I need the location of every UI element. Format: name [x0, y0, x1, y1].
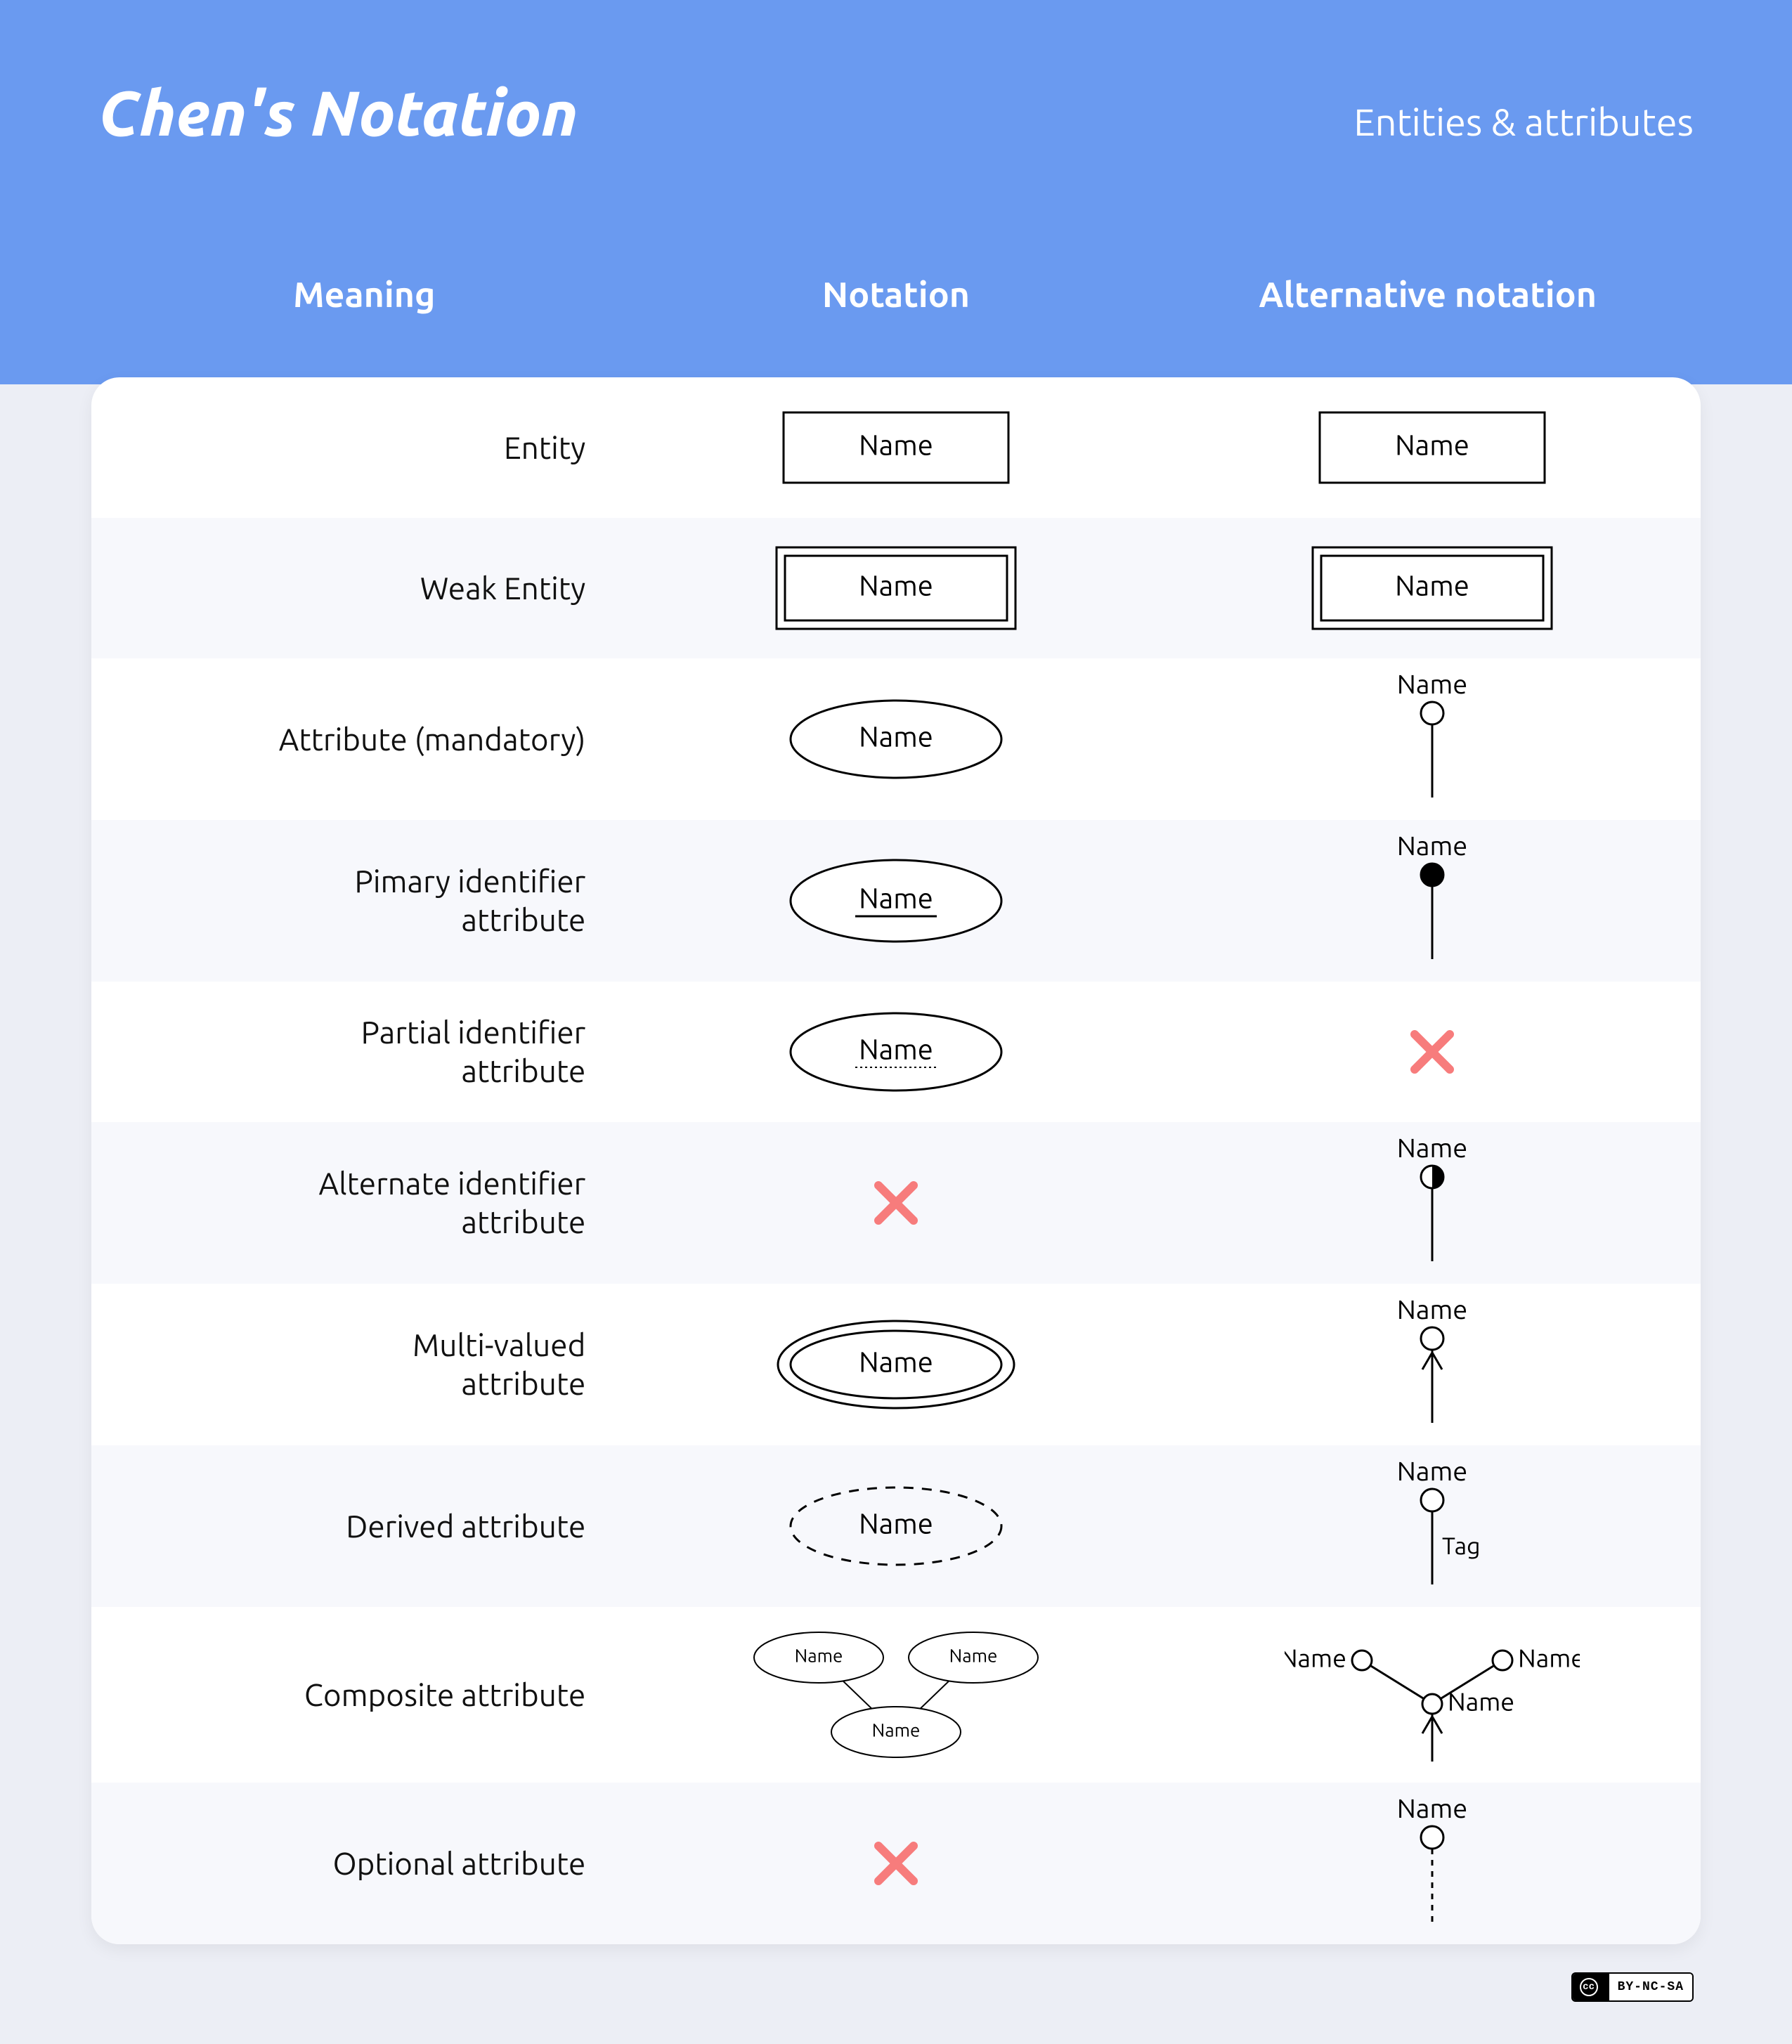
row-meaning: Alternate identifierattribute — [91, 1164, 628, 1242]
svg-text:Name: Name — [872, 1720, 921, 1740]
row-alternative: Name — [1164, 1797, 1701, 1930]
row-alternative: Name — [1164, 391, 1701, 504]
col-notation: Notation — [630, 275, 1162, 314]
col-alternative: Alternative notation — [1162, 275, 1694, 314]
row-meaning: Multi-valuedattribute — [91, 1326, 628, 1403]
table-row: Partial identifierattribute Name — [91, 982, 1701, 1122]
svg-text:Name: Name — [795, 1646, 843, 1666]
table-row: Derived attribute Name Name Tag — [91, 1445, 1701, 1607]
row-alternative: Name — [1164, 672, 1701, 806]
row-alternative: NameNameName — [1164, 1621, 1701, 1769]
svg-text:Name: Name — [859, 429, 933, 460]
row-notation: Name — [628, 1470, 1164, 1582]
column-headers: Meaning Notation Alternative notation — [98, 275, 1694, 342]
row-meaning: Entity — [91, 429, 628, 467]
cc-terms: BY-NC-SA — [1609, 1974, 1692, 2000]
footer: cc BY-NC-SA — [0, 1972, 1792, 2044]
row-notation: Name — [628, 996, 1164, 1108]
svg-text:Name: Name — [1397, 1298, 1467, 1324]
svg-text:Name: Name — [1395, 429, 1469, 460]
svg-text:Name: Name — [1397, 1136, 1467, 1163]
cc-license-badge: cc BY-NC-SA — [1571, 1972, 1694, 2002]
notation-table: EntityNameNameWeak EntityNameNameAttribu… — [91, 377, 1701, 1944]
row-alternative: Name — [1164, 1298, 1701, 1431]
svg-text:Name: Name — [1518, 1643, 1580, 1672]
row-notation — [628, 1175, 1164, 1231]
svg-text:Name: Name — [1397, 672, 1467, 699]
page-subtitle: Entities & attributes — [1353, 101, 1694, 143]
row-notation: Name Name Name — [628, 1621, 1164, 1769]
row-meaning: Optional attribute — [91, 1844, 628, 1883]
header: Chen's Notation Entities & attributes Me… — [0, 0, 1792, 384]
svg-text:Name: Name — [859, 1033, 933, 1065]
svg-text:Name: Name — [859, 720, 933, 752]
row-notation: Name — [628, 391, 1164, 504]
svg-text:Name: Name — [1395, 569, 1469, 601]
row-meaning: Composite attribute — [91, 1676, 628, 1714]
table-row: Alternate identifierattribute Name — [91, 1122, 1701, 1284]
row-meaning: Attribute (mandatory) — [91, 720, 628, 759]
svg-text:Name: Name — [1397, 1797, 1467, 1823]
table-row: Composite attributeNameNameNameNameNameN… — [91, 1607, 1701, 1783]
row-alternative — [1164, 1024, 1701, 1080]
col-meaning: Meaning — [98, 275, 630, 314]
table-row: Attribute (mandatory) Name Name — [91, 658, 1701, 820]
svg-text:Name: Name — [1397, 834, 1467, 861]
row-alternative: Name — [1164, 1136, 1701, 1270]
row-meaning: Pimary identifierattribute — [91, 862, 628, 939]
svg-text:Name: Name — [1397, 1459, 1467, 1486]
row-notation: Name — [628, 1308, 1164, 1421]
row-notation: Name — [628, 845, 1164, 957]
svg-text:Tag: Tag — [1442, 1532, 1481, 1559]
row-notation: Name — [628, 532, 1164, 644]
row-alternative: Name Tag — [1164, 1459, 1701, 1593]
table-row: Multi-valuedattribute Name Name — [91, 1284, 1701, 1445]
svg-text:Name: Name — [859, 882, 933, 913]
table-row: Pimary identifierattribute Name Name — [91, 820, 1701, 982]
table-row: Weak Entity Name Name — [91, 518, 1701, 658]
row-meaning: Weak Entity — [91, 569, 628, 608]
table-row: Optional attribute Name — [91, 1783, 1701, 1944]
svg-text:Name: Name — [1285, 1643, 1346, 1672]
row-meaning: Derived attribute — [91, 1507, 628, 1546]
row-notation: Name — [628, 683, 1164, 795]
table-row: Entity Name Name — [91, 377, 1701, 518]
svg-text:Name: Name — [859, 1346, 933, 1377]
row-notation — [628, 1835, 1164, 1892]
page-title: Chen's Notation — [98, 77, 578, 148]
svg-text:Name: Name — [859, 1507, 933, 1539]
row-alternative: Name — [1164, 834, 1701, 968]
svg-text:Name: Name — [1448, 1686, 1514, 1715]
cc-icon: cc — [1580, 1978, 1598, 1996]
svg-text:Name: Name — [859, 569, 933, 601]
row-meaning: Partial identifierattribute — [91, 1013, 628, 1091]
svg-text:Name: Name — [949, 1646, 998, 1666]
row-alternative: Name — [1164, 532, 1701, 644]
